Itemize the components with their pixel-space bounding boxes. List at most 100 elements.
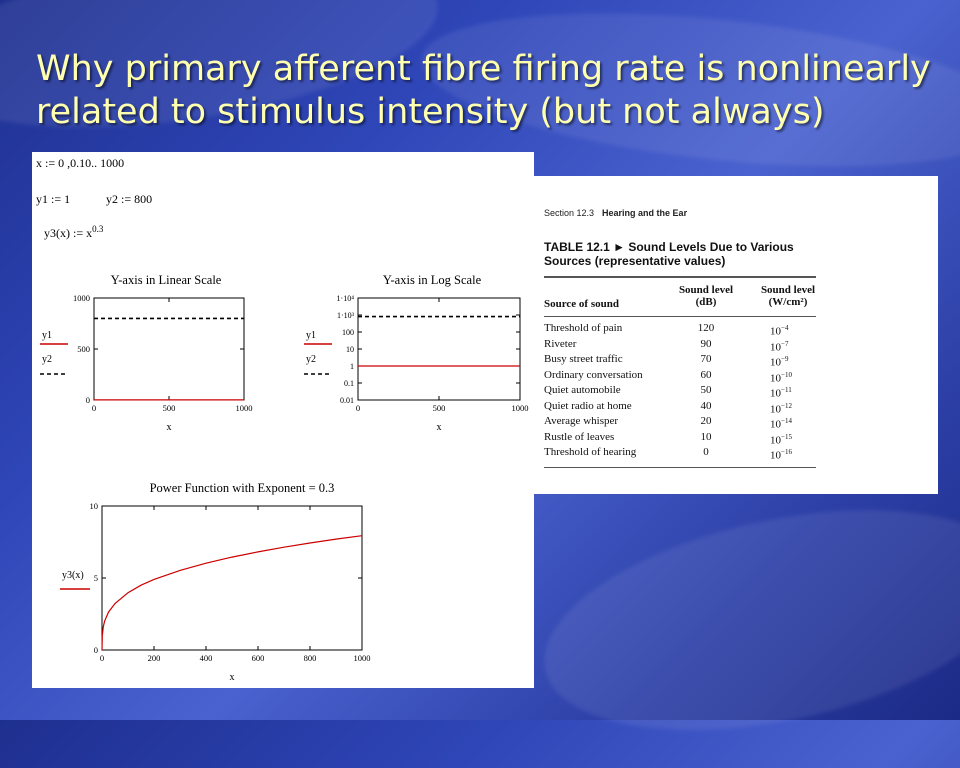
table-cell-db: 50 <box>700 384 712 396</box>
table-cell-source: Quiet automobile <box>544 384 621 396</box>
table-cell-source: Quiet radio at home <box>544 399 632 412</box>
table-cell-db: 10 <box>700 430 712 443</box>
intensity-exponent: −7 <box>781 339 789 348</box>
intensity-exponent: −16 <box>781 448 792 456</box>
legend-label: y2 <box>306 354 316 365</box>
intensity-base: 10 <box>770 356 781 369</box>
col-header-w-line1: Sound level <box>760 284 816 296</box>
intensity-exponent: −14 <box>781 417 792 425</box>
table-cell-source: Ordinary conversation <box>544 368 643 381</box>
intensity-base: 10 <box>770 434 781 447</box>
y-tick-label: 5 <box>94 573 98 583</box>
table-cell-intensity: 10−10 <box>770 368 792 387</box>
col-header-db: Sound level (dB) <box>666 284 746 308</box>
table-cell-db: 90 <box>700 337 712 350</box>
intensity-base: 10 <box>770 341 781 354</box>
intensity-exponent: −10 <box>781 370 792 379</box>
y-tick-label: 1000 <box>73 293 90 303</box>
table-cell-db: 70 <box>700 353 712 365</box>
table-header-rule <box>544 316 816 317</box>
table-cell-source: Busy street traffic <box>544 353 623 365</box>
table-cell-intensity: 10−4 <box>770 321 788 340</box>
y-tick-label: 10 <box>90 501 99 511</box>
x-definition: x := 0 ,0.10.. 1000 <box>36 156 125 170</box>
x-tick-label: 0 <box>100 653 104 663</box>
x-axis-label: x <box>167 422 172 433</box>
table-cell-intensity: 10−11 <box>770 383 792 402</box>
y-tick-label: 1·10⁴ <box>337 294 355 303</box>
slide-title: Why primary afferent fibre firing rate i… <box>36 49 931 132</box>
plot-frame <box>93 297 245 401</box>
worksheet-panel: x := 0 ,0.10.. 1000 y1 := 1 y2 := 800 y3… <box>32 152 534 688</box>
intensity-base: 10 <box>770 418 781 431</box>
background-swirl <box>524 472 960 768</box>
plot-frame <box>357 297 521 401</box>
chart-title: Y-axis in Linear Scale <box>111 273 222 287</box>
intensity-base: 10 <box>770 403 781 416</box>
legend-label: y2 <box>42 354 52 365</box>
x-tick-label: 1000 <box>512 403 529 413</box>
x-tick-label: 500 <box>433 403 446 413</box>
sound-level-table: Section 12.3 Hearing and the Ear TABLE 12… <box>534 176 938 494</box>
table-caption-line2: Sources (representative values) <box>544 254 726 268</box>
x-tick-label: 0 <box>356 403 360 413</box>
table-cell-intensity: 10−9 <box>770 352 788 371</box>
table-cell-intensity: 10−7 <box>770 337 788 356</box>
intensity-base: 10 <box>770 387 781 400</box>
table-top-rule <box>544 276 816 278</box>
intensity-exponent: −15 <box>781 432 792 441</box>
table-cell-source: Riveter <box>544 337 577 350</box>
x-tick-label: 400 <box>200 653 213 663</box>
x-tick-label: 600 <box>252 653 265 663</box>
y-tick-label: 500 <box>77 344 90 354</box>
table-cell-db: 60 <box>700 368 712 381</box>
y-tick-label: 10 <box>346 345 354 354</box>
x-tick-label: 500 <box>163 403 176 413</box>
col-header-db-line2: (dB) <box>695 296 717 308</box>
y2-definition: y2 := 800 <box>106 192 153 206</box>
col-header-w-line2: (W/cm²) <box>768 296 808 308</box>
section-header: Section 12.3 Hearing and the Ear <box>544 208 687 218</box>
table-cell-db: 0 <box>703 446 709 458</box>
col-header-source: Source of sound <box>544 298 619 310</box>
x-tick-label: 1000 <box>354 653 371 663</box>
y-tick-label: 100 <box>342 328 354 337</box>
table-cell-source: Rustle of leaves <box>544 430 615 443</box>
legend-label: y1 <box>42 330 52 341</box>
table-cell-source: Threshold of pain <box>544 322 623 334</box>
x-tick-label: 200 <box>148 653 161 663</box>
table-cell-db: 120 <box>697 322 715 334</box>
y3-definition-exponent: 0.3 <box>92 224 104 234</box>
x-axis-label: x <box>437 422 442 433</box>
intensity-base: 10 <box>770 325 781 338</box>
x-tick-label: 800 <box>304 653 317 663</box>
x-tick-label: 0 <box>92 403 96 413</box>
intensity-exponent: −4 <box>781 324 789 332</box>
y-tick-label: 0.01 <box>340 396 354 405</box>
series-line-y3x <box>101 535 363 651</box>
section-number: Section 12.3 <box>544 208 595 218</box>
col-header-db-line1: Sound level <box>678 284 734 296</box>
y-tick-label: 1 <box>350 362 354 371</box>
table-cell-db: 20 <box>700 415 712 427</box>
intensity-exponent: −9 <box>781 355 789 363</box>
y-tick-label: 0 <box>86 395 90 405</box>
legend-label: y1 <box>306 330 316 341</box>
plot-frame <box>101 505 363 651</box>
y3-definition: y3(x) := x0.3 <box>44 224 103 241</box>
chart-title: Power Function with Exponent = 0.3 <box>150 481 335 495</box>
section-title: Hearing and the Ear <box>602 208 688 218</box>
x-axis-label: x <box>230 672 235 683</box>
y-axis-label: y3(x) <box>62 570 84 581</box>
table-caption: TABLE 12.1 ► Sound Levels Due to Various… <box>544 240 844 268</box>
y3-definition-lhs: y3(x) := x <box>44 226 93 240</box>
table-cell-source: Threshold of hearing <box>544 446 637 458</box>
x-tick-label: 1000 <box>236 403 253 413</box>
intensity-exponent: −12 <box>781 401 792 410</box>
y-tick-label: 1·10³ <box>337 311 355 320</box>
col-header-w: Sound level (W/cm²) <box>748 284 828 308</box>
y-tick-label: 0 <box>94 645 98 655</box>
y1-definition: y1 := 1 <box>36 192 71 206</box>
table-cell-intensity: 10−15 <box>770 430 792 449</box>
